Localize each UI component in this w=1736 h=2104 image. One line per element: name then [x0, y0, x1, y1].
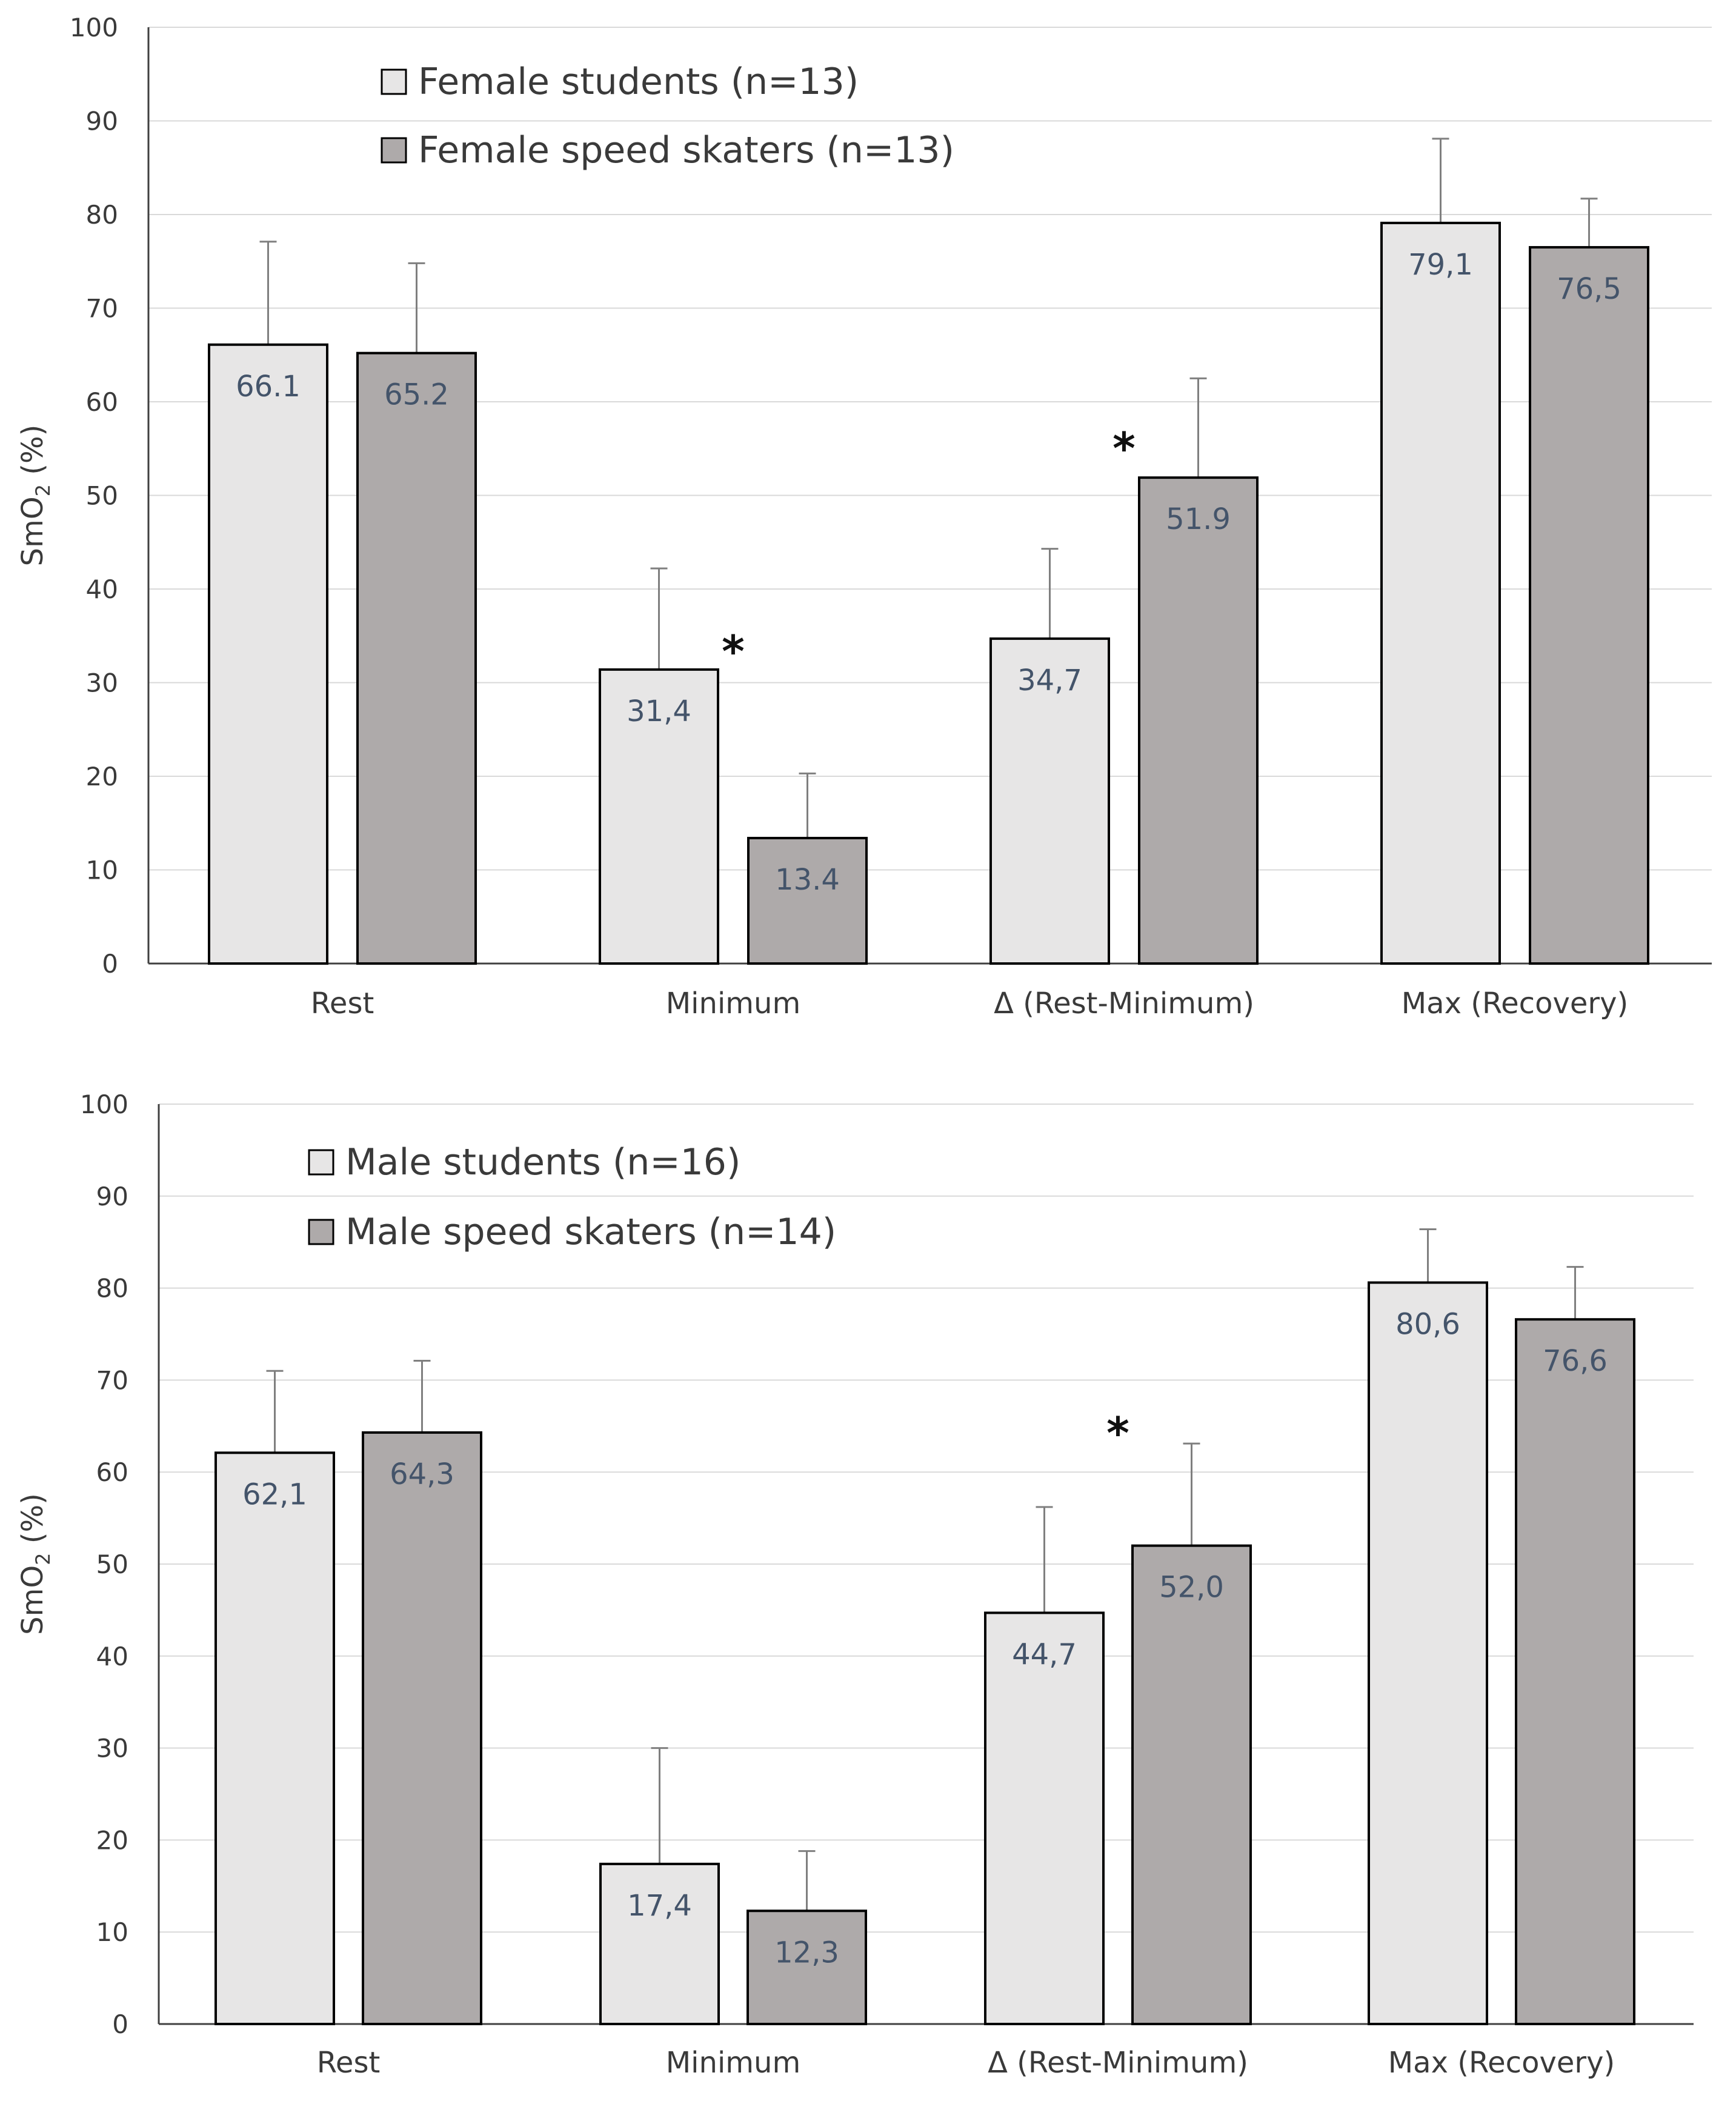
- data-label: 51.9: [1166, 502, 1231, 536]
- y-tick-label: 100: [70, 13, 118, 42]
- skaters-bar: [1529, 246, 1649, 965]
- skaters-bar: [1138, 476, 1259, 965]
- skaters-bar: [747, 1909, 867, 2025]
- y-tick-label: 80: [96, 1274, 128, 1303]
- female-chart-panel: 0 10 20 30 40 50 60 70 80 90 100 SmO2 (%) 66.1 31,4 34…: [16, 13, 1712, 1020]
- data-label: 34,7: [1017, 664, 1082, 697]
- y-tick-label: 50: [86, 481, 118, 511]
- x-category-label: Max (Recovery): [1402, 987, 1629, 1020]
- y-tick-label: 0: [102, 949, 118, 979]
- students-bar: [989, 637, 1110, 965]
- y-axis-label-main: SmO: [16, 496, 50, 566]
- legend-label: Male speed skaters (n=14): [345, 1211, 836, 1253]
- x-category-label: Δ (Rest-Minimum): [994, 987, 1254, 1020]
- significance-asterisk: *: [1112, 423, 1136, 474]
- data-label: 52,0: [1159, 1571, 1224, 1605]
- y-tick-label: 0: [112, 2009, 128, 2039]
- skaters-bar: [1131, 1544, 1252, 2025]
- legend-swatch: [308, 1219, 334, 1245]
- x-category-label: Max (Recovery): [1388, 2046, 1615, 2080]
- students-bar: [984, 1611, 1105, 2026]
- y-axis-label-unit: (%): [16, 1493, 50, 1553]
- x-category-label: Minimum: [666, 987, 800, 1020]
- data-label: 65.2: [384, 378, 449, 412]
- y-tick-label: 80: [86, 200, 118, 230]
- y-tick-label: 40: [86, 574, 118, 604]
- male-chart-panel: 0 10 20 30 40 50 60 70 80 90 100 SmO2 (%) 62,1 17,4 44…: [16, 1090, 1694, 2080]
- y-tick-label: 20: [86, 762, 118, 791]
- legend-swatch: [308, 1149, 334, 1176]
- y-axis-label-subscript: 2: [32, 1553, 55, 1565]
- y-tick-label: 90: [86, 107, 118, 136]
- y-axis-label-subscript: 2: [32, 484, 55, 496]
- legend-label: Female students (n=13): [418, 61, 859, 103]
- y-tick-label: 70: [96, 1365, 128, 1395]
- students-bar: [599, 1862, 720, 2025]
- data-label: 13.4: [775, 863, 840, 897]
- y-tick-label: 10: [86, 856, 118, 885]
- y-tick-label: 90: [96, 1182, 128, 1211]
- y-tick-label: 20: [96, 1825, 128, 1855]
- legend-label: Female speed skaters (n=13): [418, 129, 954, 171]
- y-tick-label: 30: [86, 668, 118, 698]
- skaters-bar: [362, 1431, 482, 2025]
- data-label: 66.1: [236, 370, 301, 404]
- x-category-label: Rest: [311, 987, 374, 1020]
- x-category-label: Δ (Rest-Minimum): [988, 2046, 1248, 2080]
- students-bar: [1368, 1281, 1488, 2025]
- significance-asterisk: *: [1106, 1408, 1129, 1459]
- y-axis-label-main: SmO: [16, 1565, 50, 1635]
- legend-swatch: [381, 68, 407, 95]
- legend-swatch: [381, 137, 407, 164]
- significance-asterisk: *: [722, 626, 745, 677]
- data-label: 79,1: [1408, 248, 1473, 282]
- data-label: 80,6: [1395, 1307, 1460, 1341]
- y-tick-label: 60: [86, 387, 118, 417]
- students-bar: [208, 343, 328, 965]
- data-label: 76,6: [1543, 1344, 1608, 1378]
- y-tick-label: 50: [96, 1550, 128, 1579]
- x-category-label: Minimum: [666, 2046, 800, 2080]
- data-label: 44,7: [1012, 1637, 1077, 1671]
- data-label: 31,4: [627, 694, 691, 728]
- data-label: 17,4: [627, 1889, 692, 1923]
- skaters-bar: [356, 351, 477, 965]
- data-label: 76,5: [1557, 272, 1621, 306]
- data-label: 12,3: [774, 1936, 839, 1969]
- y-tick-label: 30: [96, 1734, 128, 1763]
- y-tick-label: 40: [96, 1642, 128, 1671]
- data-label: 64,3: [390, 1457, 454, 1491]
- y-axis-label: SmO2 (%): [16, 1493, 55, 1635]
- x-category-label: Rest: [317, 2046, 381, 2080]
- skaters-bar: [1515, 1318, 1635, 2025]
- data-label: 62,1: [242, 1477, 307, 1511]
- y-tick-label: 70: [86, 294, 118, 324]
- students-bar: [599, 668, 719, 965]
- y-tick-label: 10: [96, 1917, 128, 1947]
- students-bar: [1380, 221, 1501, 965]
- students-bar: [215, 1451, 335, 2025]
- y-axis-label-unit: (%): [16, 425, 50, 484]
- skaters-bar: [747, 836, 868, 965]
- y-tick-label: 100: [80, 1090, 128, 1119]
- y-axis-label: SmO2 (%): [16, 425, 55, 567]
- y-tick-label: 60: [96, 1457, 128, 1487]
- legend-label: Male students (n=16): [345, 1141, 740, 1184]
